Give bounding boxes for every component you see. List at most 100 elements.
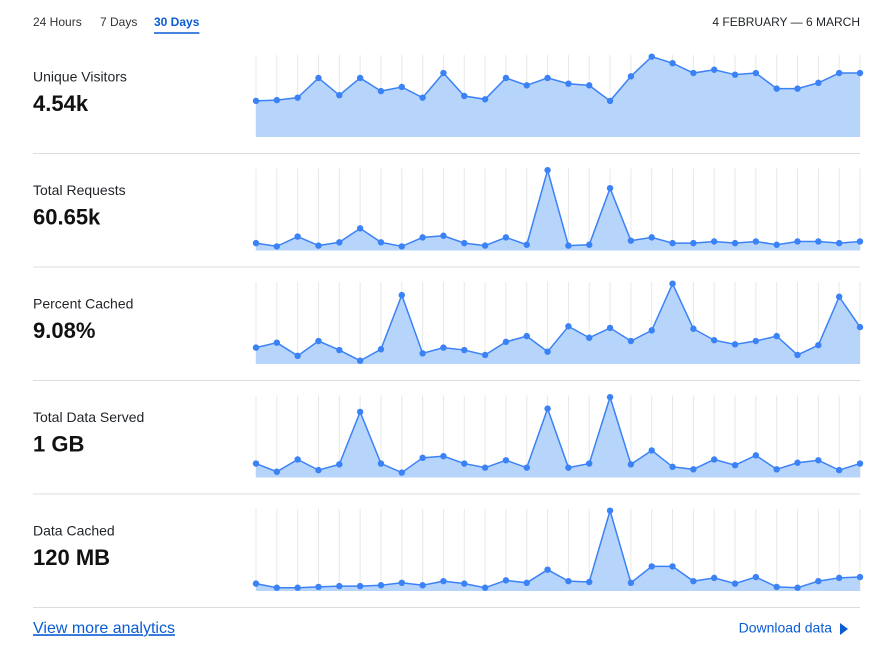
sparkline-point	[440, 344, 447, 351]
sparkline-point	[461, 92, 468, 100]
sparkline-point	[835, 466, 843, 474]
sparkline-point	[794, 85, 801, 92]
sparkline-point	[336, 91, 343, 99]
sparkline-point	[669, 563, 676, 570]
download-link[interactable]: Download data	[739, 620, 833, 636]
metric-label: Data Cached	[33, 523, 115, 539]
time-tab[interactable]: 7 Days	[100, 15, 137, 29]
sparkline-point	[356, 408, 364, 416]
sparkline-area	[256, 283, 860, 364]
sparkline-point	[544, 348, 551, 355]
sparkline-point	[419, 582, 426, 589]
sparkline-point	[565, 242, 572, 249]
sparkline-point	[481, 351, 489, 359]
time-tab[interactable]: 30 Days	[154, 15, 200, 29]
sparkline-point	[856, 69, 864, 77]
sparkline-point	[523, 332, 530, 340]
sparkline-point	[252, 239, 260, 247]
sparkline-point	[690, 239, 697, 247]
time-tab[interactable]: 24 Hours	[33, 15, 82, 29]
sparkline-point	[711, 238, 718, 245]
sparkline-point	[356, 357, 364, 364]
sparkline-point	[502, 338, 510, 346]
sparkline-point	[502, 74, 510, 82]
download-arrow[interactable]	[840, 623, 848, 635]
sparkline-point	[356, 225, 364, 232]
sparkline-point	[544, 405, 551, 412]
sparkline-point	[377, 460, 385, 467]
sparkline-point	[773, 241, 780, 248]
sparkline-point	[815, 79, 822, 87]
sparkline-point	[315, 74, 322, 82]
sparkline-point	[565, 80, 572, 87]
sparkline-point	[461, 460, 468, 467]
sparkline-point	[461, 346, 468, 354]
sparkline-point	[773, 466, 780, 473]
sparkline-point	[356, 582, 364, 590]
sparkline-point	[356, 74, 364, 82]
sparkline-point	[398, 83, 405, 91]
sparkline-point	[502, 577, 510, 584]
sparkline-point	[690, 577, 697, 585]
sparkline-point	[440, 232, 447, 239]
metric-label: Total Requests	[33, 182, 126, 198]
sparkline-point	[294, 456, 301, 463]
sparkline-point	[648, 327, 655, 334]
sparkline-point	[752, 573, 760, 581]
sparkline-point	[606, 97, 614, 105]
sparkline-point	[294, 233, 301, 240]
sparkline-point	[315, 466, 322, 474]
sparkline-point	[752, 337, 760, 345]
sparkline-point	[669, 239, 676, 247]
sparkline-point	[336, 461, 343, 468]
sparkline-point	[502, 457, 510, 464]
sparkline-point	[606, 324, 614, 332]
sparkline-point	[815, 341, 822, 349]
sparkline-point	[273, 584, 281, 591]
sparkline-point	[461, 239, 468, 247]
sparkline-point	[440, 69, 447, 77]
sparkline-point	[523, 82, 530, 89]
sparkline-point	[294, 584, 301, 591]
sparkline-point	[565, 577, 572, 585]
metric-value: 120 MB	[33, 545, 110, 570]
sparkline-point	[544, 166, 551, 174]
sparkline-point	[586, 82, 593, 89]
sparkline-point	[711, 66, 718, 73]
sparkline-point	[815, 238, 822, 245]
sparkline-point	[752, 238, 760, 245]
sparkline-point	[794, 584, 801, 591]
sparkline-point	[731, 71, 739, 78]
sparkline-point	[398, 579, 405, 586]
sparkline-point	[315, 242, 322, 249]
metric-value: 1 GB	[33, 431, 84, 456]
sparkline-point	[627, 579, 635, 586]
sparkline-point	[398, 291, 405, 299]
sparkline-point	[669, 60, 676, 67]
sparkline-point	[752, 69, 760, 77]
sparkline-point	[856, 460, 864, 467]
sparkline-point	[648, 234, 655, 241]
sparkline-point	[731, 580, 739, 587]
sparkline-point	[586, 460, 593, 467]
sparkline-point	[606, 184, 614, 192]
sparkline-point	[565, 464, 572, 471]
sparkline-point	[773, 332, 780, 340]
sparkline-point	[419, 454, 426, 462]
sparkline-point	[315, 583, 322, 591]
view-more-link[interactable]: View more analytics	[33, 620, 175, 637]
metric-label: Total Data Served	[33, 409, 144, 425]
sparkline-point	[336, 582, 343, 590]
sparkline-point	[627, 237, 635, 244]
sparkline-point	[648, 53, 655, 60]
sparkline-point	[835, 293, 843, 300]
sparkline-point	[586, 241, 593, 248]
sparkline-point	[419, 234, 426, 241]
sparkline-point	[336, 346, 343, 354]
sparkline-point	[252, 344, 260, 351]
sparkline-point	[627, 73, 635, 80]
sparkline-point	[648, 447, 655, 454]
sparkline-point	[315, 337, 322, 345]
sparkline-point	[523, 241, 530, 248]
sparkline-point	[856, 238, 864, 245]
